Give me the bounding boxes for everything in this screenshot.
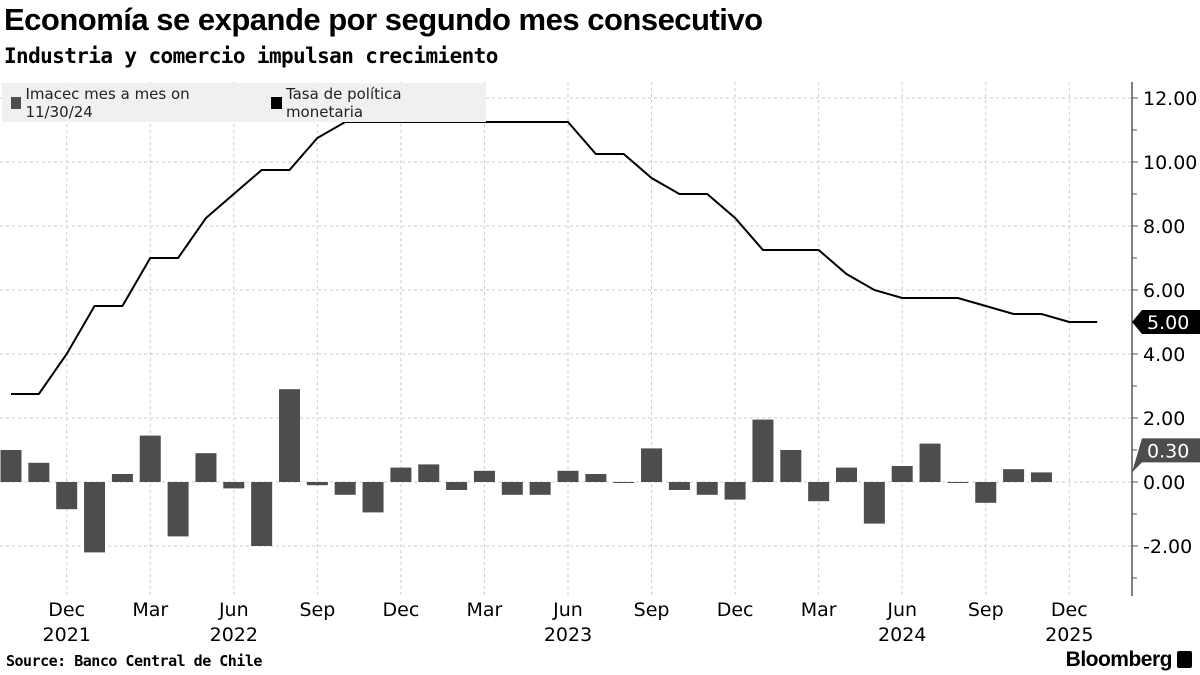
y-tick-label: 2.00 bbox=[1143, 408, 1185, 430]
line-tasa-politica bbox=[11, 121, 1098, 395]
brand-text: Bloomberg bbox=[1065, 648, 1173, 671]
bar-imacec bbox=[390, 467, 412, 482]
bar-imacec bbox=[111, 474, 133, 482]
bar-imacec bbox=[84, 482, 106, 553]
chart-subtitle: Industria y comercio impulsan crecimient… bbox=[4, 44, 498, 68]
x-tick-label: Dec bbox=[383, 599, 420, 621]
bar-imacec bbox=[919, 443, 941, 482]
x-tick-label: Mar bbox=[132, 599, 168, 621]
x-year-label: 2022 bbox=[210, 624, 258, 646]
x-tick-label: Sep bbox=[299, 599, 335, 621]
bar-imacec bbox=[808, 482, 830, 502]
bar-imacec bbox=[195, 453, 217, 482]
bar-imacec bbox=[501, 482, 523, 495]
legend-item-imacec: Imacec mes a mes on 11/30/24 bbox=[11, 85, 250, 121]
bar-imacec bbox=[446, 482, 468, 490]
bar-imacec bbox=[0, 450, 22, 482]
bar-imacec bbox=[613, 482, 635, 483]
bar-imacec bbox=[139, 435, 161, 482]
legend: Imacec mes a mes on 11/30/24 Tasa de pol… bbox=[2, 83, 486, 122]
x-year-label: 2023 bbox=[544, 624, 592, 646]
y-tick-label: 4.00 bbox=[1143, 344, 1185, 366]
legend-swatch-tpm bbox=[271, 96, 282, 109]
bar-imacec bbox=[975, 482, 997, 503]
x-tick-label: Dec bbox=[1051, 599, 1088, 621]
x-tick-label: Jun bbox=[552, 599, 583, 621]
source-note: Source: Banco Central de Chile bbox=[6, 652, 262, 670]
bar-imacec bbox=[891, 466, 913, 482]
bar-imacec bbox=[251, 482, 273, 546]
bar-imacec bbox=[947, 482, 969, 483]
bloomberg-terminal-icon bbox=[1177, 651, 1192, 668]
bar-imacec bbox=[223, 482, 245, 489]
x-tick-label: Dec bbox=[717, 599, 754, 621]
legend-item-tpm: Tasa de política monetaria bbox=[271, 85, 474, 121]
bar-imacec bbox=[641, 448, 663, 482]
bar-imacec bbox=[306, 482, 328, 486]
x-year-label: 2024 bbox=[878, 624, 926, 646]
bar-imacec bbox=[529, 482, 551, 495]
y-tick-label: -2.00 bbox=[1143, 536, 1192, 558]
bar-imacec bbox=[279, 389, 300, 482]
bar-imacec bbox=[334, 482, 356, 495]
last-value-imacec: 0.30 bbox=[1147, 440, 1189, 462]
y-tick-label: 10.00 bbox=[1143, 152, 1197, 174]
bar-imacec bbox=[418, 464, 440, 482]
bar-imacec bbox=[1003, 469, 1025, 482]
bar-imacec bbox=[473, 470, 495, 482]
y-tick-label: 6.00 bbox=[1143, 280, 1185, 302]
last-value-imacec-bg bbox=[1132, 438, 1200, 473]
x-tick-label: Mar bbox=[467, 599, 503, 621]
bar-imacec bbox=[1030, 472, 1052, 482]
x-tick-label: Sep bbox=[634, 599, 670, 621]
x-year-label: 2021 bbox=[43, 624, 91, 646]
bar-imacec bbox=[668, 482, 690, 490]
last-value-tasa: 5.00 bbox=[1147, 312, 1189, 334]
x-tick-label: Dec bbox=[48, 599, 85, 621]
y-tick-label: 12.00 bbox=[1143, 88, 1197, 110]
bar-imacec bbox=[863, 482, 885, 524]
x-tick-label: Mar bbox=[801, 599, 837, 621]
bar-imacec bbox=[557, 470, 579, 482]
bar-imacec bbox=[724, 482, 746, 500]
bar-imacec bbox=[780, 450, 802, 482]
bar-imacec bbox=[696, 482, 718, 495]
legend-swatch-imacec bbox=[11, 96, 22, 109]
legend-label-imacec: Imacec mes a mes on 11/30/24 bbox=[25, 84, 190, 121]
legend-label-tpm: Tasa de política monetaria bbox=[285, 84, 402, 121]
bar-imacec bbox=[56, 482, 78, 510]
bar-imacec bbox=[28, 462, 50, 482]
x-year-label: 2025 bbox=[1045, 624, 1093, 646]
last-value-tasa-bg bbox=[1132, 310, 1200, 334]
y-tick-label: 8.00 bbox=[1143, 216, 1185, 238]
bar-imacec bbox=[362, 482, 384, 513]
y-tick-label: 0.00 bbox=[1143, 472, 1185, 494]
x-tick-label: Jun bbox=[218, 599, 249, 621]
bar-imacec bbox=[585, 474, 607, 482]
bar-imacec bbox=[836, 467, 857, 482]
bloomberg-logo: Bloomberg bbox=[1066, 648, 1192, 672]
bar-imacec bbox=[167, 482, 189, 537]
x-tick-label: Sep bbox=[968, 599, 1004, 621]
x-tick-label: Jun bbox=[886, 599, 917, 621]
bar-imacec bbox=[752, 419, 774, 482]
chart-title: Economía se expande por segundo mes cons… bbox=[4, 2, 763, 37]
